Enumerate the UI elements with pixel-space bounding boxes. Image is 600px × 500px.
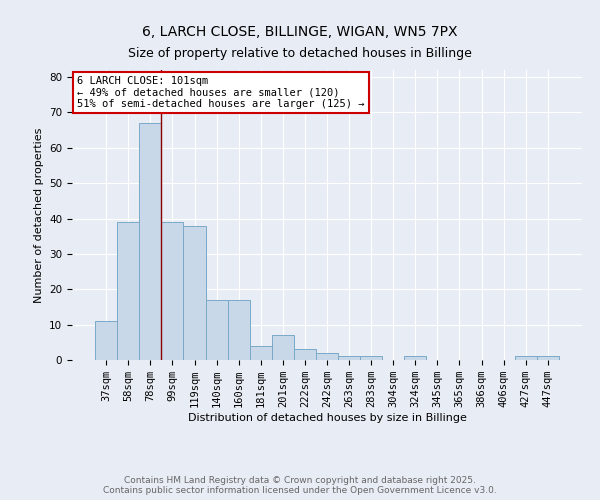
Bar bbox=[404, 356, 427, 360]
Text: Size of property relative to detached houses in Billinge: Size of property relative to detached ho… bbox=[128, 48, 472, 60]
X-axis label: Distribution of detached houses by size in Billinge: Distribution of detached houses by size … bbox=[188, 413, 466, 423]
Bar bbox=[139, 123, 161, 360]
Y-axis label: Number of detached properties: Number of detached properties bbox=[34, 128, 44, 302]
Bar bbox=[360, 356, 382, 360]
Bar bbox=[95, 321, 117, 360]
Bar bbox=[316, 353, 338, 360]
Bar bbox=[161, 222, 184, 360]
Bar bbox=[184, 226, 206, 360]
Bar bbox=[294, 350, 316, 360]
Bar bbox=[117, 222, 139, 360]
Text: Contains HM Land Registry data © Crown copyright and database right 2025.
Contai: Contains HM Land Registry data © Crown c… bbox=[103, 476, 497, 495]
Bar bbox=[338, 356, 360, 360]
Bar bbox=[206, 300, 227, 360]
Text: 6 LARCH CLOSE: 101sqm
← 49% of detached houses are smaller (120)
51% of semi-det: 6 LARCH CLOSE: 101sqm ← 49% of detached … bbox=[77, 76, 365, 109]
Text: 6, LARCH CLOSE, BILLINGE, WIGAN, WN5 7PX: 6, LARCH CLOSE, BILLINGE, WIGAN, WN5 7PX bbox=[142, 25, 458, 39]
Bar bbox=[515, 356, 537, 360]
Bar bbox=[250, 346, 272, 360]
Bar bbox=[537, 356, 559, 360]
Bar bbox=[272, 335, 294, 360]
Bar bbox=[227, 300, 250, 360]
